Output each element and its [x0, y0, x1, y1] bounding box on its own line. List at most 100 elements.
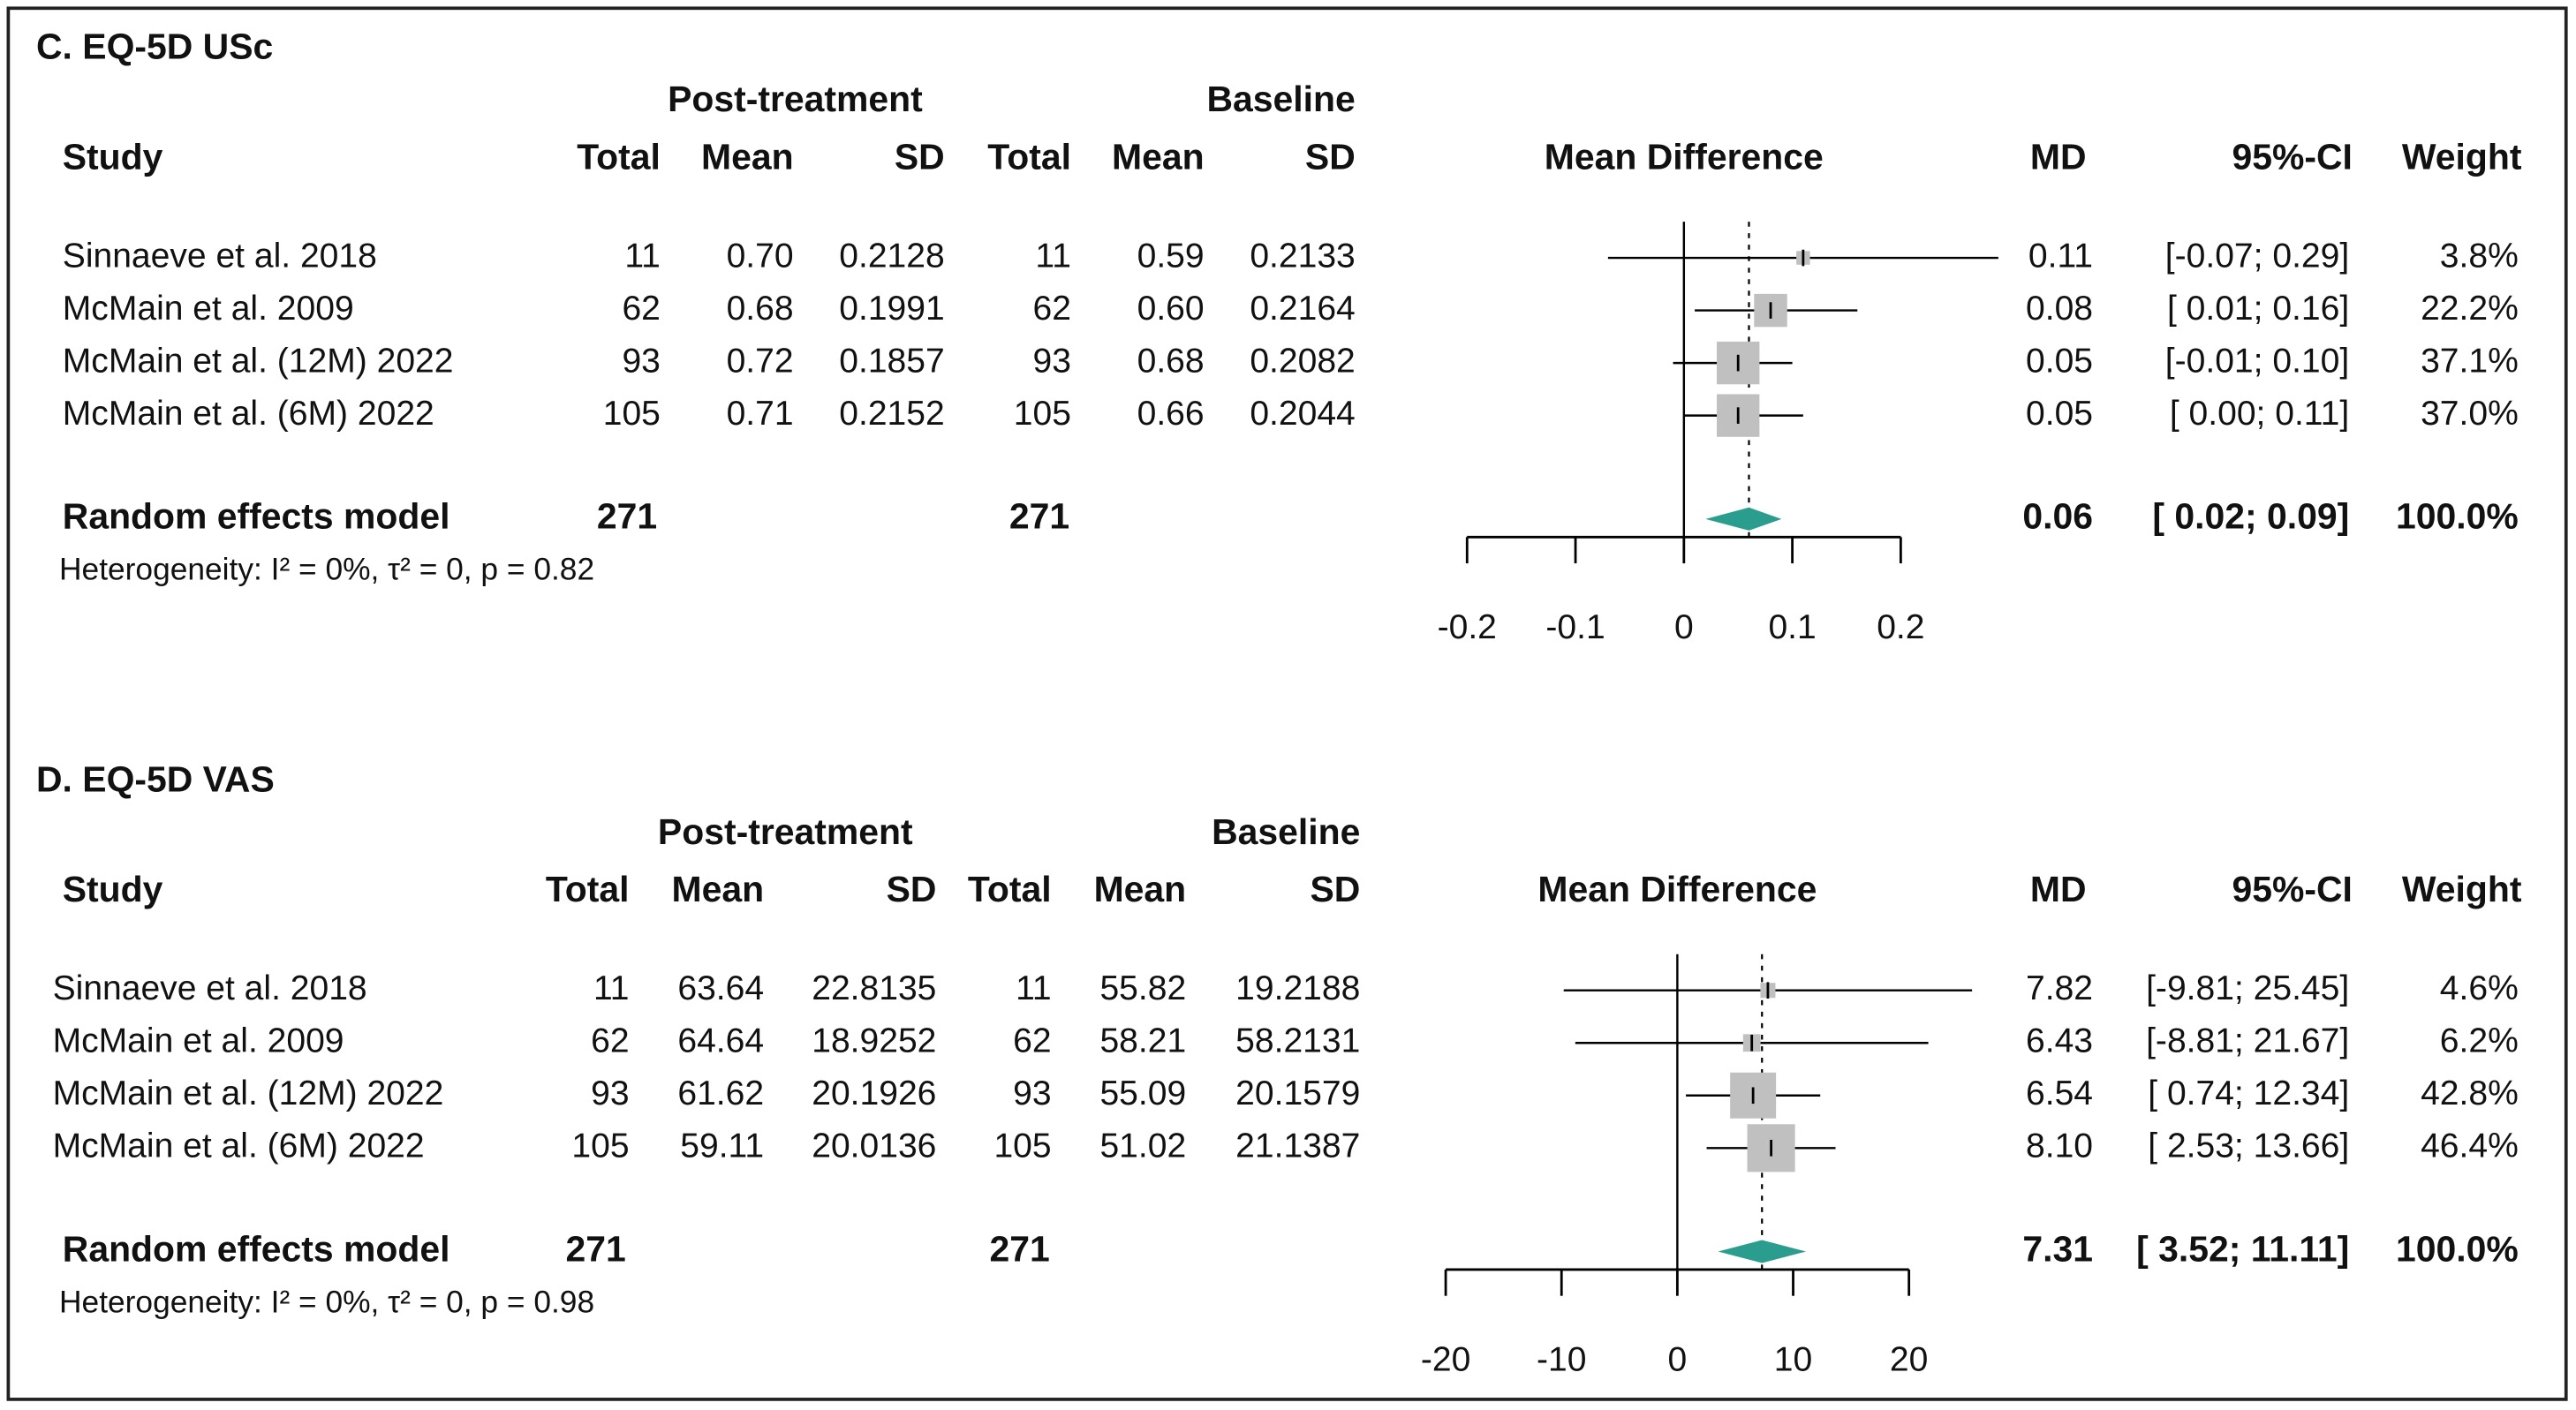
- pooled-ci: [ 0.02; 0.09]: [2152, 496, 2349, 537]
- group-header: Post-treatment: [668, 79, 923, 119]
- table-cell: 58.2131: [1235, 1022, 1360, 1060]
- ci-label: [ 0.01; 0.16]: [2167, 290, 2349, 328]
- pooled-total: 271: [1009, 496, 1069, 537]
- table-cell: 0.60: [1137, 290, 1205, 328]
- md-label: 6.54: [2026, 1074, 2093, 1112]
- ci-label: [ 0.74; 12.34]: [2148, 1074, 2349, 1112]
- table-cell: 11: [1035, 237, 1071, 275]
- table-cell: 105: [571, 1127, 629, 1165]
- table-cell: 0.2044: [1250, 395, 1355, 433]
- table-cell: 0.2133: [1250, 237, 1355, 275]
- table-cell: 22.8135: [812, 969, 936, 1007]
- table-cell: 63.64: [677, 969, 764, 1007]
- pooled-weight: 100.0%: [2396, 1228, 2519, 1269]
- weight-label: 22.2%: [2421, 290, 2519, 328]
- pooled-label: Random effects model: [63, 496, 450, 537]
- table-cell: 55.09: [1099, 1074, 1186, 1112]
- weight-label: 4.6%: [2440, 969, 2519, 1007]
- table-cell: 105: [993, 1127, 1051, 1165]
- weight-label: 3.8%: [2440, 237, 2519, 275]
- pooled-md: 7.31: [2022, 1228, 2093, 1269]
- x-tick-label: 0.1: [1768, 608, 1816, 646]
- table-cell: 11: [1016, 969, 1052, 1007]
- column-header: Total: [546, 869, 630, 909]
- column-header: Study: [63, 136, 163, 177]
- table-cell: 0.72: [727, 342, 794, 380]
- column-header: MD: [2030, 869, 2087, 909]
- panel-title: D. EQ-5D VAS: [36, 758, 275, 799]
- pooled-total: 271: [990, 1228, 1050, 1269]
- table-cell: 93: [1013, 1074, 1051, 1112]
- table-cell: 11: [624, 237, 661, 275]
- study-name: McMain et al. (6M) 2022: [63, 395, 434, 433]
- x-tick-label: 20: [1890, 1340, 1928, 1378]
- pooled-label: Random effects model: [63, 1228, 450, 1269]
- pooled-ci: [ 3.52; 11.11]: [2136, 1228, 2349, 1269]
- md-label: 8.10: [2026, 1127, 2093, 1165]
- column-header: 95%-CI: [2232, 136, 2353, 177]
- group-header: Baseline: [1212, 811, 1360, 852]
- ci-label: [-9.81; 25.45]: [2146, 969, 2349, 1007]
- column-header: Mean Difference: [1537, 869, 1817, 909]
- x-tick-label: -0.1: [1545, 608, 1605, 646]
- column-header: Mean: [1094, 869, 1187, 909]
- table-cell: 105: [603, 395, 661, 433]
- heterogeneity: Heterogeneity: I² = 0%, τ² = 0, p = 0.82: [59, 553, 594, 587]
- table-cell: 59.11: [680, 1127, 764, 1165]
- panel-title: C. EQ-5D USc: [36, 26, 273, 67]
- heterogeneity: Heterogeneity: I² = 0%, τ² = 0, p = 0.98: [59, 1285, 594, 1319]
- study-name: McMain et al. 2009: [53, 1022, 344, 1060]
- table-cell: 18.9252: [812, 1022, 936, 1060]
- table-cell: 20.1579: [1235, 1074, 1360, 1112]
- column-header: SD: [895, 136, 945, 177]
- weight-label: 37.0%: [2421, 395, 2519, 433]
- x-tick-label: 0.2: [1877, 608, 1924, 646]
- column-header: Mean: [701, 136, 794, 177]
- table-cell: 0.2152: [839, 395, 944, 433]
- frame: [6, 6, 2568, 1401]
- study-name: McMain et al. (12M) 2022: [63, 342, 454, 380]
- md-label: 0.05: [2026, 342, 2093, 380]
- table-cell: 51.02: [1099, 1127, 1186, 1165]
- pooled-diamond: [1705, 507, 1782, 531]
- x-tick-label: -10: [1537, 1340, 1586, 1378]
- column-header: Total: [987, 136, 1071, 177]
- table-cell: 93: [591, 1074, 629, 1112]
- weight-label: 6.2%: [2440, 1022, 2519, 1060]
- table-cell: 0.66: [1137, 395, 1205, 433]
- x-tick-label: -0.2: [1438, 608, 1497, 646]
- x-tick-label: -20: [1421, 1340, 1470, 1378]
- md-label: 7.82: [2026, 969, 2093, 1007]
- column-header: Total: [577, 136, 661, 177]
- column-header: Mean Difference: [1545, 136, 1824, 177]
- x-tick-label: 0: [1668, 1340, 1688, 1378]
- pooled-weight: 100.0%: [2396, 496, 2519, 537]
- table-cell: 62: [622, 290, 660, 328]
- x-tick-label: 0: [1674, 608, 1694, 646]
- weight-label: 42.8%: [2421, 1074, 2519, 1112]
- group-header: Baseline: [1207, 79, 1356, 119]
- md-label: 0.08: [2026, 290, 2093, 328]
- group-header: Post-treatment: [658, 811, 913, 852]
- ci-label: [-8.81; 21.67]: [2146, 1022, 2349, 1060]
- column-header: MD: [2030, 136, 2087, 177]
- study-name: McMain et al. (6M) 2022: [53, 1127, 425, 1165]
- table-cell: 0.71: [727, 395, 794, 433]
- md-label: 0.05: [2026, 395, 2093, 433]
- ci-label: [ 0.00; 0.11]: [2170, 395, 2349, 433]
- column-header: Weight: [2402, 136, 2522, 177]
- column-header: Study: [63, 869, 163, 909]
- table-cell: 105: [1014, 395, 1071, 433]
- column-header: SD: [1311, 869, 1361, 909]
- pooled-total: 271: [566, 1228, 626, 1269]
- column-header: Weight: [2402, 869, 2522, 909]
- ci-label: [-0.01; 0.10]: [2165, 342, 2349, 380]
- table-cell: 62: [1033, 290, 1071, 328]
- md-label: 0.11: [2028, 237, 2093, 275]
- table-cell: 0.2128: [839, 237, 944, 275]
- table-cell: 0.68: [1137, 342, 1205, 380]
- table-cell: 93: [1033, 342, 1071, 380]
- table-cell: 61.62: [677, 1074, 764, 1112]
- weight-label: 46.4%: [2421, 1127, 2519, 1165]
